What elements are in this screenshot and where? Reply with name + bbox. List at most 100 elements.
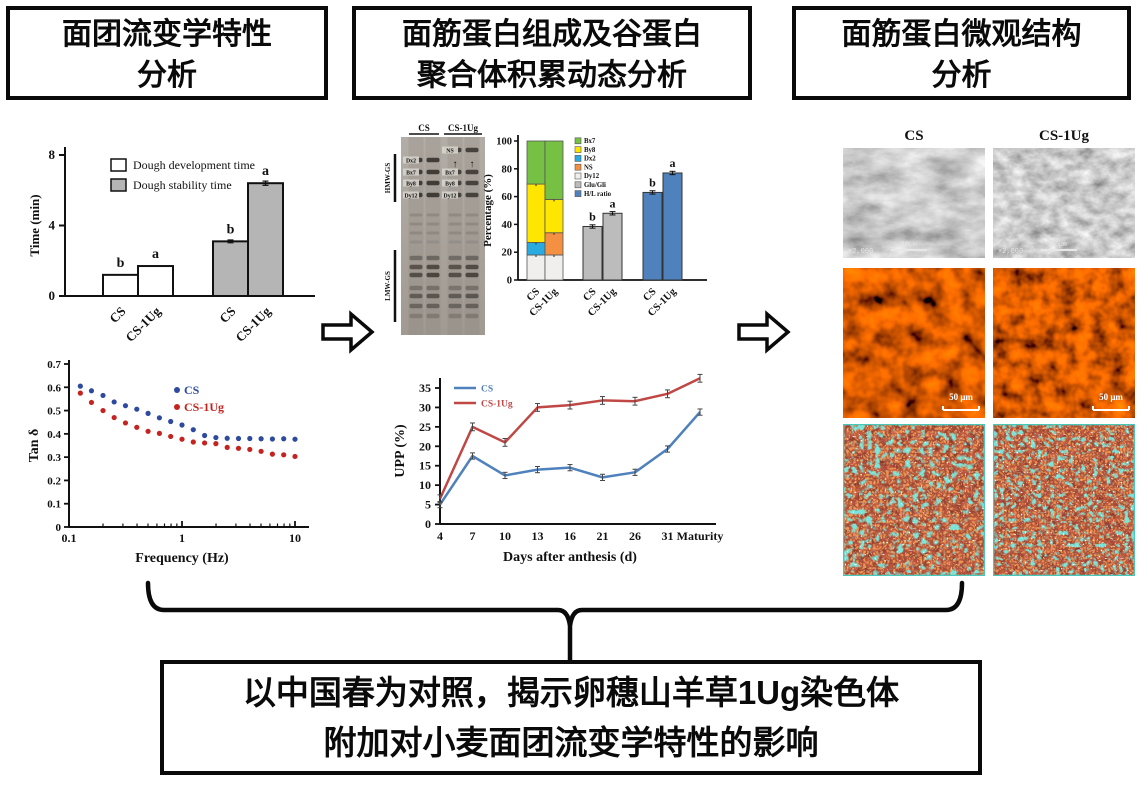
svg-text:21: 21 xyxy=(597,529,609,543)
svg-text:b: b xyxy=(117,256,125,271)
svg-text:1: 1 xyxy=(179,531,185,545)
sem-magnification: ×2,000 xyxy=(848,248,873,256)
svg-text:Glu/Gli: Glu/Gli xyxy=(584,182,606,189)
svg-text:CS-1Ug: CS-1Ug xyxy=(481,400,513,410)
scale-bar xyxy=(942,406,980,411)
clsm-image-cs1ug: 50 μm xyxy=(993,268,1135,418)
clsm-image-cs: 50 μm xyxy=(843,268,985,418)
svg-text:80: 80 xyxy=(502,164,513,175)
svg-text:20: 20 xyxy=(502,248,513,259)
svg-text:CS-1Ug: CS-1Ug xyxy=(184,400,224,414)
gel-svg: CS CS-1Ug Dx2 Bx7 By8 Dy12 NS Bx7 By8 Dy12 ↑ ↑ HMW-G… xyxy=(384,123,485,335)
farinograph-svg: 0 4 8 Time (min) b CS a CS-1Ug b CS a CS-1Ug Dough d… xyxy=(27,147,315,345)
svg-text:Dough development time: Dough development time xyxy=(133,158,255,172)
svg-text:Dy12: Dy12 xyxy=(584,173,600,180)
svg-text:4: 4 xyxy=(49,218,56,233)
svg-text:Bx7: Bx7 xyxy=(406,170,416,176)
conclusion-line: 以中国春为对照，揭示卵穗山羊草1Ug染色体 xyxy=(242,673,900,711)
title-line: 面筋蛋白微观结构 xyxy=(841,18,1082,51)
title-line: 分析 xyxy=(137,59,197,92)
svg-text:0.4: 0.4 xyxy=(47,429,61,441)
conclusion-box: 以中国春为对照，揭示卵穗山羊草1Ug染色体 附加对小麦面团流变学特性的影响 xyxy=(160,660,982,775)
svg-text:0.3: 0.3 xyxy=(47,452,61,464)
image-border xyxy=(993,424,1135,576)
svg-text:30: 30 xyxy=(419,400,431,414)
svg-text:b: b xyxy=(649,175,656,189)
title-box-rheology: 面团流变学特性 分析 xyxy=(6,6,328,100)
svg-text:0: 0 xyxy=(56,522,62,534)
svg-text:0.1: 0.1 xyxy=(62,531,77,545)
composition-stacked-bar-chart: 0 20 40 60 80 100 Percentage (%) CS CS-1Ug b CS a CS… xyxy=(482,122,741,345)
svg-text:0: 0 xyxy=(425,517,431,531)
svg-text:↑: ↑ xyxy=(453,159,458,170)
svg-text:CS: CS xyxy=(481,385,493,395)
svg-text:35: 35 xyxy=(419,381,431,395)
svg-text:UPP (%): UPP (%) xyxy=(393,424,408,478)
sem-scale-label: 10μm xyxy=(901,241,917,248)
svg-text:By8: By8 xyxy=(445,181,455,187)
svg-text:a: a xyxy=(610,196,616,210)
sem-column-header-cs: CS xyxy=(904,128,924,144)
title-box-microstructure: 面筋蛋白微观结构 分析 xyxy=(792,6,1131,100)
upp-line-chart: 0 5 10 15 20 25 30 35 4 7 10 13 16 21 26 31 Maturity Days… xyxy=(392,356,737,576)
svg-text:60: 60 xyxy=(502,192,513,203)
sem-image-cs1ug: ×2,000 10μm xyxy=(993,148,1135,258)
sds-page-gel: CS CS-1Ug Dx2 Bx7 By8 Dy12 NS Bx7 By8 Dy12 ↑ ↑ HMW-G… xyxy=(383,120,487,357)
svg-text:Dy12: Dy12 xyxy=(444,193,457,199)
flow-arrow-right-icon xyxy=(737,310,791,354)
svg-text:100: 100 xyxy=(496,137,512,148)
svg-text:8: 8 xyxy=(49,147,56,162)
svg-text:Bx7: Bx7 xyxy=(445,170,455,176)
svg-text:25: 25 xyxy=(419,420,431,434)
svg-text:Dough stability time: Dough stability time xyxy=(133,178,232,192)
svg-text:20: 20 xyxy=(419,439,431,453)
svg-text:By8: By8 xyxy=(584,147,596,154)
svg-text:CS-1Ug: CS-1Ug xyxy=(232,303,274,345)
svg-text:NS: NS xyxy=(584,164,593,171)
svg-text:CS: CS xyxy=(418,123,430,133)
scale-bar xyxy=(1092,406,1130,411)
svg-text:10: 10 xyxy=(499,529,511,543)
svg-text:CS-1Ug: CS-1Ug xyxy=(448,123,479,133)
flow-arrow-right-icon xyxy=(321,310,375,354)
svg-text:Dx2: Dx2 xyxy=(584,156,596,163)
svg-text:0.6: 0.6 xyxy=(47,382,61,394)
farinograph-bar-chart: 0 4 8 Time (min) b CS a CS-1Ug b CS a CS-1Ug Dough d… xyxy=(25,135,337,352)
svg-text:0.5: 0.5 xyxy=(47,406,61,418)
svg-text:H/L ratio: H/L ratio xyxy=(584,191,612,198)
svg-text:0: 0 xyxy=(49,288,56,303)
svg-text:Bx7: Bx7 xyxy=(584,138,596,145)
sem-magnification: ×2,000 xyxy=(998,248,1023,256)
svg-text:Maturity: Maturity xyxy=(677,529,724,543)
svg-text:Days after anthesis (d): Days after anthesis (d) xyxy=(503,550,637,565)
upp-svg: 0 5 10 15 20 25 30 35 4 7 10 13 16 21 26 31 Maturity Days… xyxy=(393,373,724,565)
svg-text:10: 10 xyxy=(289,531,301,545)
svg-text:7: 7 xyxy=(470,529,476,543)
tan-delta-scatter-chart: 0 0.1 0.2 0.3 0.4 0.5 0.6 0.7 0.1 1 10 Frequency (H… xyxy=(25,352,337,579)
svg-text:Frequency (Hz): Frequency (Hz) xyxy=(135,551,229,566)
title-line: 聚合体积累动态分析 xyxy=(417,59,687,92)
segmented-network-image-cs xyxy=(843,424,985,576)
svg-text:a: a xyxy=(152,247,159,262)
svg-text:b: b xyxy=(589,209,596,223)
svg-text:HMW-GS: HMW-GS xyxy=(384,163,392,194)
sem-scale-label: 10μm xyxy=(1051,241,1067,248)
svg-text:26: 26 xyxy=(629,529,641,543)
svg-text:↑: ↑ xyxy=(470,159,475,170)
title-line: 面筋蛋白组成及谷蛋白 xyxy=(402,18,702,51)
image-border xyxy=(843,424,985,576)
svg-text:By8: By8 xyxy=(406,181,416,187)
sem-column-header-cs1ug: CS-1Ug xyxy=(1038,128,1089,144)
svg-text:CS: CS xyxy=(106,304,128,326)
svg-text:b: b xyxy=(227,222,235,237)
svg-text:5: 5 xyxy=(425,498,431,512)
svg-text:0.7: 0.7 xyxy=(47,359,61,371)
title-line: 面团流变学特性 xyxy=(62,18,272,51)
svg-text:a: a xyxy=(670,156,676,170)
svg-text:31: 31 xyxy=(662,529,674,543)
conclusion-line: 附加对小麦面团流变学特性的影响 xyxy=(323,723,819,761)
svg-text:13: 13 xyxy=(532,529,544,543)
svg-text:NS: NS xyxy=(446,148,453,154)
